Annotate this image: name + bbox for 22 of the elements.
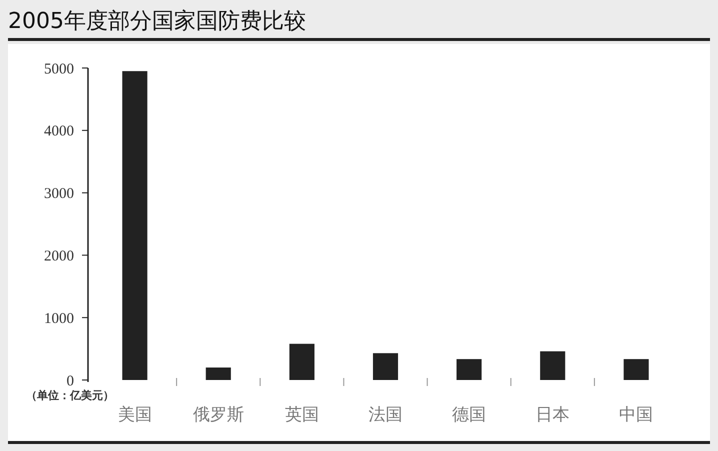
x-tick-label: 俄罗斯	[192, 405, 244, 425]
x-tick-label: 法国	[368, 405, 402, 425]
bar	[372, 353, 398, 380]
x-tick-label: 德国	[452, 405, 486, 425]
y-tick-label: 4000	[44, 124, 74, 140]
x-tick-label: 日本	[536, 405, 570, 425]
x-tick-label: 美国	[118, 405, 152, 425]
x-tick-label: 英国	[284, 405, 319, 425]
bar	[456, 359, 482, 380]
y-tick-label: 2000	[44, 248, 74, 264]
text: （单位：亿美元）	[26, 389, 114, 402]
bar	[289, 344, 314, 380]
y-tick-label: 0	[66, 373, 74, 390]
y-tick-label: 3000	[44, 186, 74, 202]
x-tick-label: 中国	[619, 405, 654, 425]
y-tick-label: 5000	[44, 61, 74, 78]
chart-title: 2005年度部分国家国防费比较	[8, 9, 306, 34]
bar	[624, 359, 649, 380]
bar	[206, 368, 231, 380]
bar	[122, 71, 148, 380]
y-tick-label: 1000	[44, 310, 74, 327]
bar	[540, 351, 566, 380]
